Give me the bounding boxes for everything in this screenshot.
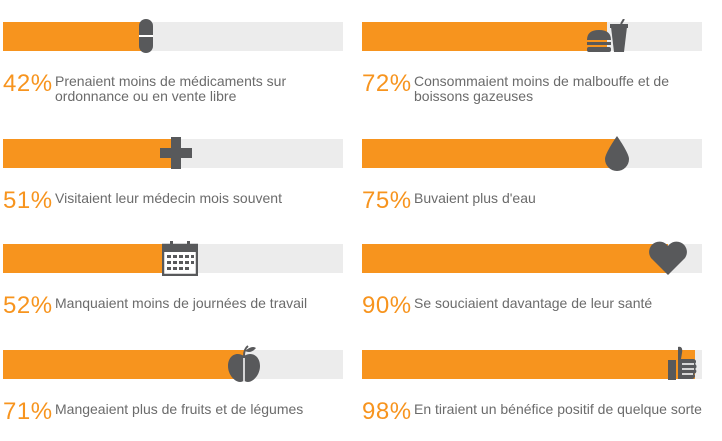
water-drop-icon [595, 131, 639, 175]
percent-value: 72% [362, 70, 412, 97]
bar-track [3, 350, 343, 379]
stat-label: Visitaient leur médecin mois souvent [55, 190, 282, 206]
percent-value: 51% [3, 187, 53, 214]
stat-item: 71% Mangeaient plus de fruits et de légu… [3, 345, 345, 440]
stat-item: 42% Prenaient moins de médicaments sur o… [3, 19, 345, 112]
bar-track [362, 139, 702, 168]
bar-track [362, 22, 702, 51]
percent-value: 90% [362, 292, 412, 319]
bar-fill [362, 244, 668, 273]
stat-item: 51% Visitaient leur médecin mois souvent [3, 137, 345, 229]
thumbs-up-icon [660, 342, 704, 386]
stat-item: 52% Manquaient moins de journées de trav… [3, 241, 345, 334]
pill-icon [124, 14, 168, 58]
percent-value: 71% [3, 398, 53, 425]
bar-fill [362, 22, 607, 51]
stat-label: Prenaient moins de médicaments sur ordon… [55, 73, 287, 104]
bar-fill [362, 350, 696, 379]
bar-track [3, 22, 343, 51]
percent-value: 42% [3, 70, 53, 97]
bar-fill [362, 139, 617, 168]
calendar-icon [158, 236, 202, 280]
apple-icon [222, 342, 266, 386]
percent-value: 98% [362, 398, 412, 425]
stat-label: Consommaient moins de malbouffe et de bo… [414, 73, 669, 104]
stat-item: 98% En tiraient un bénéfice positif de q… [362, 346, 704, 440]
bar-track [3, 139, 343, 168]
bar-fill [3, 139, 177, 168]
bar-track [362, 350, 702, 379]
stat-item: 75% Buvaient plus d'eau [362, 136, 704, 229]
stat-label: Manquaient moins de journées de travail [55, 295, 308, 311]
stat-item: 72% Consommaient moins de malbouffe et d… [362, 19, 704, 112]
percent-value: 52% [3, 292, 53, 319]
fast-food-icon [585, 14, 629, 58]
medical-cross-icon [154, 131, 198, 175]
bar-fill [3, 22, 146, 51]
stat-label: Buvaient plus d'eau [414, 190, 536, 206]
bar-fill [3, 244, 180, 273]
bar-fill [3, 350, 245, 379]
stat-label: En tiraient un bénéfice positif de quelq… [414, 401, 702, 417]
percent-value: 75% [362, 187, 412, 214]
stat-label: Mangeaient plus de fruits et de légumes [55, 401, 304, 417]
heart-icon [646, 236, 690, 280]
bar-track [362, 244, 702, 273]
stat-label: Se souciaient davantage de leur santé [414, 295, 653, 311]
stat-item: 90% Se souciaient davantage de leur sant… [362, 241, 704, 334]
